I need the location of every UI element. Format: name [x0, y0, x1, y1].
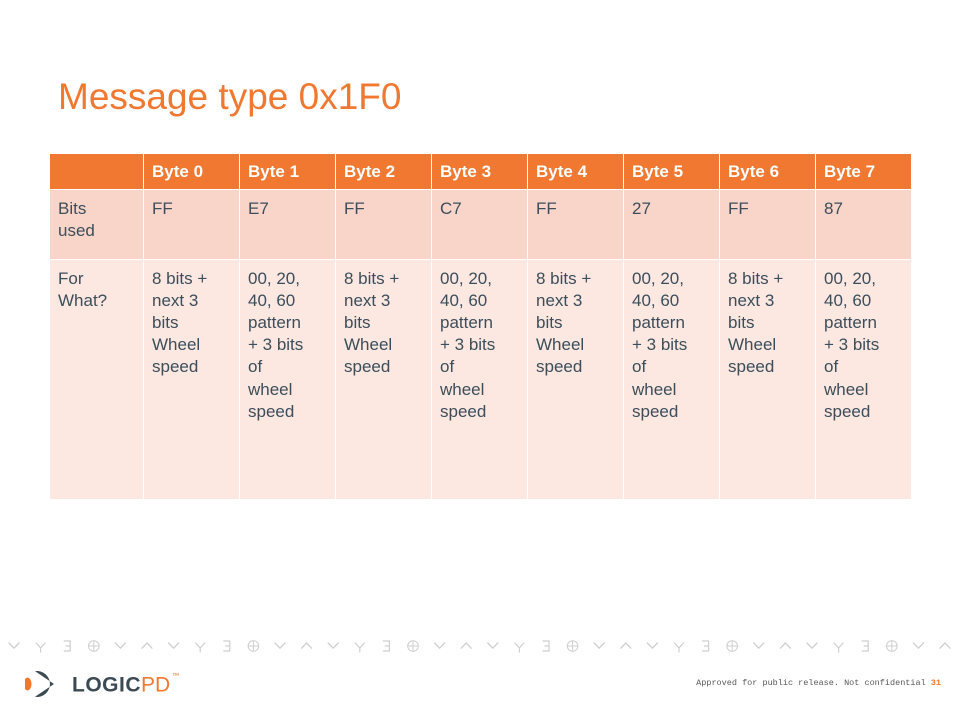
svg-text:PD: PD	[141, 674, 170, 697]
svg-text:LOGIC: LOGIC	[72, 674, 141, 697]
svg-text:™: ™	[172, 671, 180, 680]
